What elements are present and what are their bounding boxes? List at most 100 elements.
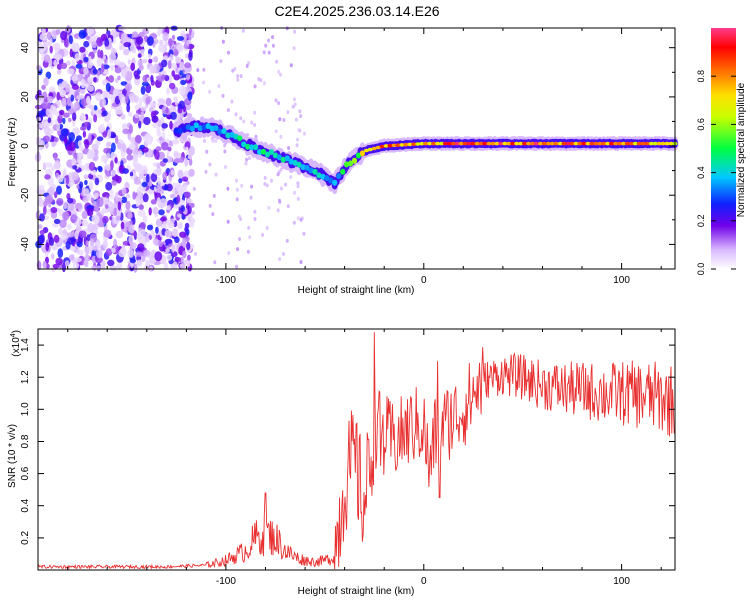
ridge-core bbox=[276, 154, 282, 161]
noise-speck bbox=[203, 139, 206, 143]
y-tick-label: -40 bbox=[20, 237, 31, 252]
x-tick-label: 0 bbox=[421, 576, 427, 587]
noise-blob bbox=[169, 120, 173, 130]
noise-speck bbox=[250, 120, 254, 125]
snr-xlabel: Height of straight line (km) bbox=[298, 586, 415, 597]
noise-blob bbox=[62, 211, 70, 221]
noise-blob bbox=[154, 150, 160, 160]
ridge-core bbox=[533, 141, 540, 146]
noise-blob bbox=[62, 117, 66, 125]
noise-blob bbox=[62, 168, 67, 176]
noise-speck bbox=[202, 67, 206, 72]
noise-blob bbox=[113, 59, 121, 66]
noise-blob bbox=[166, 87, 170, 95]
noise-blob bbox=[105, 248, 113, 256]
ridge-core bbox=[351, 157, 358, 164]
noise-blob bbox=[37, 110, 46, 117]
noise-blob bbox=[126, 103, 131, 113]
noise-blob bbox=[78, 29, 87, 39]
noise-blob bbox=[66, 223, 73, 230]
noise-speck bbox=[302, 231, 306, 236]
ridge-core bbox=[617, 141, 623, 146]
noise-blob bbox=[155, 146, 162, 152]
noise-blob bbox=[152, 162, 158, 167]
noise-blob bbox=[165, 248, 170, 253]
noise-blob bbox=[122, 123, 128, 129]
noise-blob bbox=[178, 186, 185, 196]
noise-blob bbox=[105, 164, 111, 171]
noise-blob bbox=[54, 53, 63, 61]
noise-speck bbox=[239, 116, 243, 121]
noise-blob bbox=[56, 122, 60, 132]
noise-blob bbox=[145, 173, 150, 183]
noise-blob bbox=[129, 171, 134, 177]
noise-blob bbox=[183, 184, 188, 193]
noise-speck bbox=[289, 63, 293, 68]
ridge-core bbox=[439, 141, 445, 146]
noise-speck bbox=[276, 172, 280, 177]
ridge-core bbox=[423, 141, 429, 146]
noise-blob bbox=[61, 262, 66, 273]
y-tick-label: 1.2 bbox=[20, 370, 31, 384]
noise-blob bbox=[164, 238, 173, 244]
noise-blob bbox=[161, 131, 166, 140]
ridge-core bbox=[581, 141, 587, 146]
noise-blob bbox=[95, 92, 102, 102]
noise-blob bbox=[118, 92, 123, 101]
ridge-core bbox=[379, 144, 385, 149]
noise-blob bbox=[162, 158, 168, 163]
ridge-core bbox=[336, 173, 342, 180]
noise-blob bbox=[103, 69, 109, 75]
noise-blob bbox=[121, 187, 127, 195]
ridge-core bbox=[482, 141, 488, 146]
noise-speck bbox=[194, 251, 197, 256]
noise-blob bbox=[53, 152, 57, 161]
noise-blob bbox=[177, 257, 181, 263]
noise-blob bbox=[37, 95, 44, 104]
noise-blob bbox=[61, 81, 67, 88]
colorbar-label: Normalized spectral amplitude bbox=[736, 82, 747, 217]
noise-blob bbox=[132, 216, 136, 225]
noise-blob bbox=[102, 90, 109, 101]
noise-blob bbox=[94, 205, 99, 213]
noise-blob bbox=[149, 102, 156, 107]
noise-speck bbox=[226, 219, 230, 224]
noise-blob bbox=[153, 64, 157, 74]
noise-blob bbox=[182, 239, 187, 248]
noise-blob bbox=[161, 141, 169, 151]
noise-blob bbox=[180, 79, 187, 86]
noise-blob bbox=[63, 37, 69, 48]
noise-blob bbox=[110, 151, 116, 161]
noise-blob bbox=[53, 218, 61, 224]
noise-speck bbox=[248, 235, 252, 240]
ridge-core bbox=[636, 141, 643, 146]
noise-speck bbox=[298, 128, 302, 133]
noise-blob bbox=[188, 28, 193, 36]
noise-blob bbox=[41, 26, 46, 36]
noise-blob bbox=[108, 53, 117, 61]
ridge-core bbox=[201, 124, 207, 131]
noise-speck bbox=[296, 216, 300, 221]
noise-blob bbox=[187, 254, 191, 261]
ridge-core bbox=[490, 141, 496, 146]
noise-blob bbox=[98, 109, 102, 114]
noise-blob bbox=[142, 193, 149, 203]
noise-blob bbox=[97, 49, 101, 58]
noise-speck bbox=[185, 146, 189, 151]
noise-blob bbox=[48, 186, 55, 196]
noise-blob bbox=[169, 194, 176, 199]
noise-blob bbox=[161, 123, 168, 129]
noise-blob bbox=[47, 95, 54, 103]
noise-blob bbox=[75, 203, 83, 210]
noise-blob bbox=[156, 166, 162, 176]
colorbar-tick-label: 0.0 bbox=[696, 263, 706, 276]
ridge-core bbox=[565, 141, 571, 146]
noise-blob bbox=[74, 230, 80, 240]
ridge-core bbox=[648, 141, 654, 146]
noise-speck bbox=[187, 217, 191, 222]
ridge-core bbox=[660, 141, 666, 146]
ridge-core bbox=[308, 167, 314, 174]
noise-blob bbox=[38, 195, 42, 203]
ridge-core bbox=[411, 142, 417, 146]
noise-blob bbox=[118, 61, 126, 68]
